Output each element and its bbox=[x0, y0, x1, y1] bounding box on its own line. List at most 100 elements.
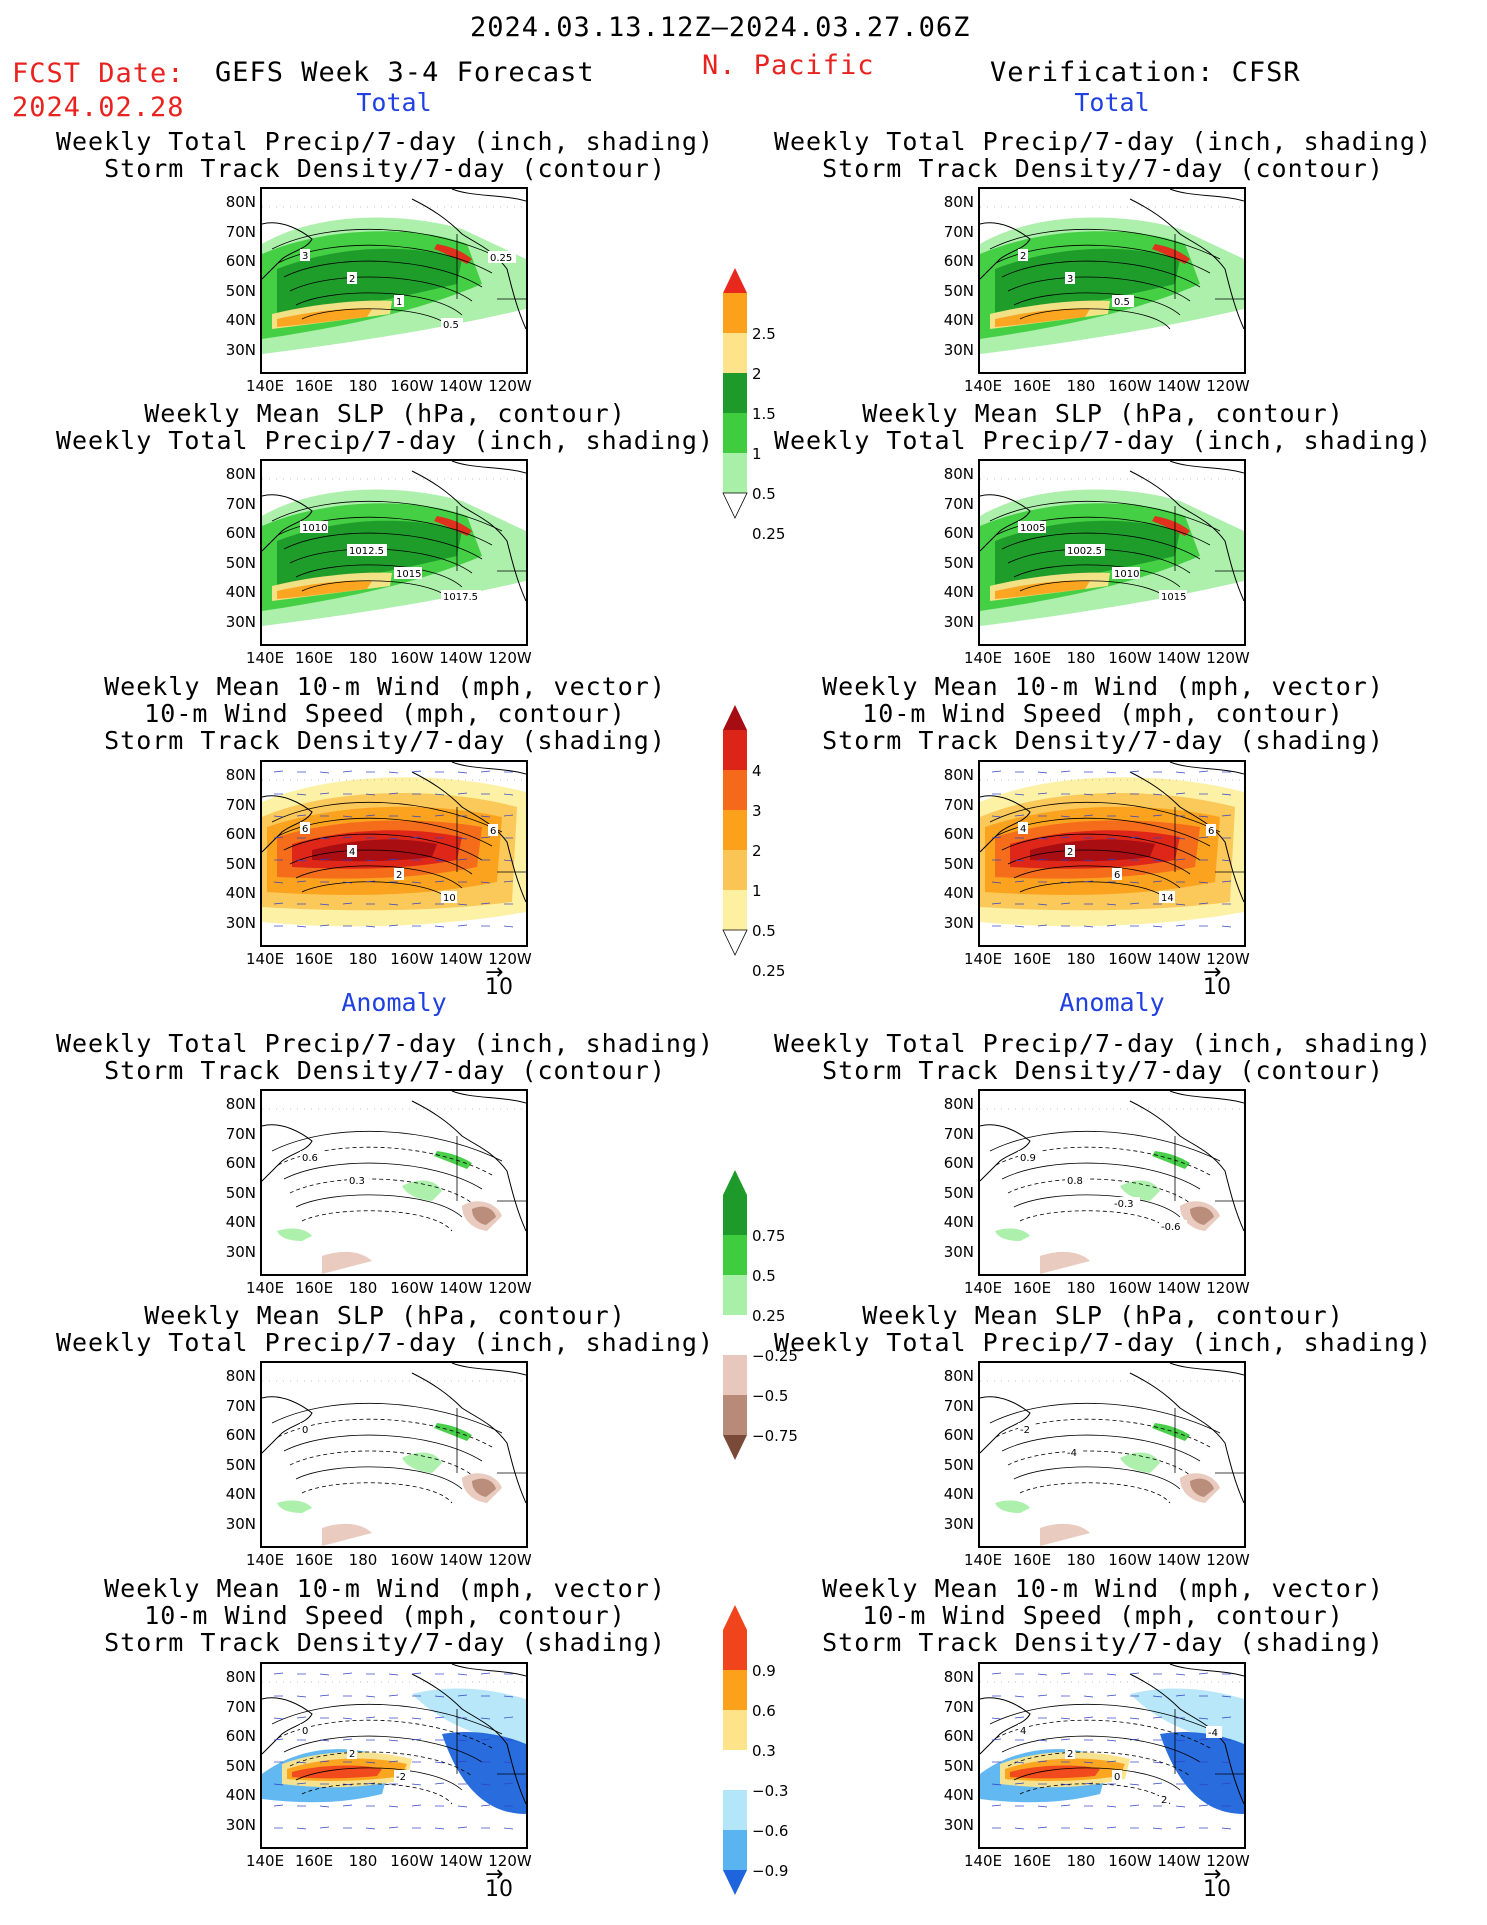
contour-line bbox=[277, 1418, 493, 1448]
section-anomaly-left: Anomaly bbox=[341, 988, 447, 1017]
contour-label: 4 bbox=[1020, 824, 1026, 835]
contour-label: 3 bbox=[302, 251, 308, 262]
wind-vector bbox=[457, 837, 468, 840]
contour-label: -4 bbox=[1067, 1448, 1077, 1459]
wind-vector bbox=[273, 1672, 284, 1675]
wind-vector bbox=[503, 859, 514, 862]
lat-tick-label: 30N bbox=[943, 913, 974, 932]
lat-tick-label: 80N bbox=[225, 193, 256, 211]
lon-tick-label: 160W bbox=[390, 1279, 434, 1297]
lat-tick-label: 80N bbox=[943, 1095, 974, 1113]
colorbar-segment bbox=[723, 890, 747, 930]
wind-vector bbox=[1083, 1716, 1094, 1719]
wind-vector bbox=[434, 1827, 445, 1830]
lat-tick-label: 70N bbox=[943, 1396, 974, 1415]
wind-vector bbox=[1060, 836, 1071, 839]
contour-line bbox=[289, 849, 473, 875]
contour-label: 10 bbox=[443, 893, 456, 904]
wind-vector bbox=[991, 1717, 1002, 1720]
contour-line bbox=[289, 1751, 473, 1777]
wind-vector bbox=[296, 1827, 307, 1830]
contour-label: 4 bbox=[349, 847, 355, 858]
wind-vector bbox=[319, 1826, 330, 1829]
wind-vector bbox=[1152, 1827, 1163, 1830]
lat-tick-label: 70N bbox=[225, 222, 256, 241]
lon-tick-label: 160W bbox=[1108, 1852, 1152, 1870]
lon-tick-label: 140E bbox=[963, 649, 1003, 667]
contour-line bbox=[295, 1767, 463, 1791]
lon-tick-label: 160E bbox=[294, 377, 334, 395]
colorbar-label: 0.6 bbox=[752, 1702, 776, 1720]
wind-vector bbox=[411, 815, 422, 818]
panel-title: Weekly Total Precip/7-day (inch, shading… bbox=[773, 1029, 1433, 1085]
wind-vector bbox=[457, 792, 468, 795]
colorbar-arrow bbox=[723, 1870, 747, 1895]
contour-label: 0.6 bbox=[302, 1153, 318, 1164]
contour-line bbox=[283, 1735, 483, 1763]
contour-line bbox=[1007, 1751, 1191, 1777]
wind-vector bbox=[991, 902, 1002, 905]
lat-tick-label: 30N bbox=[225, 1242, 256, 1261]
wind-vector bbox=[1175, 837, 1186, 840]
lon-tick-label: 160W bbox=[1108, 1279, 1152, 1297]
lat-tick-label: 50N bbox=[225, 854, 256, 873]
lat-tick-label: 60N bbox=[225, 524, 256, 542]
wind-vector bbox=[411, 836, 422, 839]
shading-area bbox=[995, 1500, 1030, 1513]
lat-tick-label: 40N bbox=[225, 1213, 256, 1231]
shading-area bbox=[412, 1688, 526, 1744]
map-obs-total-slp: 1005 1002.5 1010 1015 bbox=[980, 461, 1244, 626]
lon-tick-label: 140E bbox=[245, 1852, 285, 1870]
wind-vector bbox=[411, 1738, 422, 1741]
wind-vector bbox=[342, 881, 353, 884]
shading-area bbox=[1152, 244, 1190, 264]
wind-vector bbox=[365, 859, 376, 862]
wind-vector bbox=[319, 1760, 330, 1763]
verification-title: Verification: CFSR bbox=[990, 57, 1301, 88]
wind-vector bbox=[1014, 793, 1025, 796]
wind-vector bbox=[1083, 880, 1094, 883]
lat-tick-label: 50N bbox=[225, 1756, 256, 1775]
lat-tick-label: 30N bbox=[943, 1242, 974, 1261]
shading-area bbox=[1120, 1180, 1160, 1201]
contour-label: 4 bbox=[1020, 1726, 1026, 1737]
panel-title: Weekly Mean SLP (hPa, contour) Weekly Tot… bbox=[55, 399, 715, 455]
lat-tick-label: 60N bbox=[943, 1154, 974, 1172]
wind-vector bbox=[1060, 770, 1071, 773]
wind-vector bbox=[365, 1782, 376, 1785]
wind-vector bbox=[342, 815, 353, 818]
lon-tick-label: 160E bbox=[294, 1551, 334, 1569]
colorbar-segment bbox=[723, 1710, 747, 1750]
wind-vector bbox=[1198, 1783, 1209, 1786]
lon-tick-label: 180 bbox=[1066, 1852, 1096, 1870]
lat-tick-label: 70N bbox=[943, 1124, 974, 1143]
colorbar-arrow bbox=[723, 1435, 747, 1460]
wind-vector bbox=[1198, 836, 1209, 839]
lon-tick-label: 160E bbox=[1012, 1279, 1052, 1297]
colorbar-arrow bbox=[723, 268, 747, 293]
lon-tick-label: 160E bbox=[1012, 649, 1052, 667]
wind-vector bbox=[1152, 814, 1163, 817]
contour-line bbox=[1013, 1767, 1181, 1791]
contour-label: 1012.5 bbox=[349, 546, 384, 557]
lat-tick-label: 60N bbox=[225, 1426, 256, 1444]
wind-vector bbox=[434, 859, 445, 862]
wind-vector bbox=[1083, 859, 1094, 862]
colorbar-label: 1 bbox=[752, 882, 762, 900]
section-total-left: Total bbox=[356, 88, 432, 117]
wind-vector bbox=[1106, 1760, 1117, 1763]
wind-vector bbox=[319, 1805, 330, 1808]
wind-vector bbox=[388, 1805, 399, 1808]
wind-vector bbox=[319, 837, 330, 840]
panel-title: Weekly Mean 10-m Wind (mph, vector) 10-m … bbox=[104, 1574, 666, 1657]
colorbar-segment bbox=[723, 453, 747, 493]
colorbar-segment bbox=[723, 1395, 747, 1435]
lon-tick-label: 120W bbox=[1206, 1551, 1250, 1569]
lon-tick-label: 140W bbox=[1157, 1279, 1201, 1297]
wind-vector bbox=[503, 1761, 514, 1764]
map-fc-total-wind: 6 4 2 10 6 bbox=[262, 762, 526, 928]
wind-vector bbox=[273, 770, 284, 773]
contour-label: 0.5 bbox=[443, 320, 459, 331]
contour-label: 2 bbox=[1161, 1795, 1167, 1806]
map-panel: 1010 1012.5 1015 1017.5 bbox=[260, 459, 528, 646]
